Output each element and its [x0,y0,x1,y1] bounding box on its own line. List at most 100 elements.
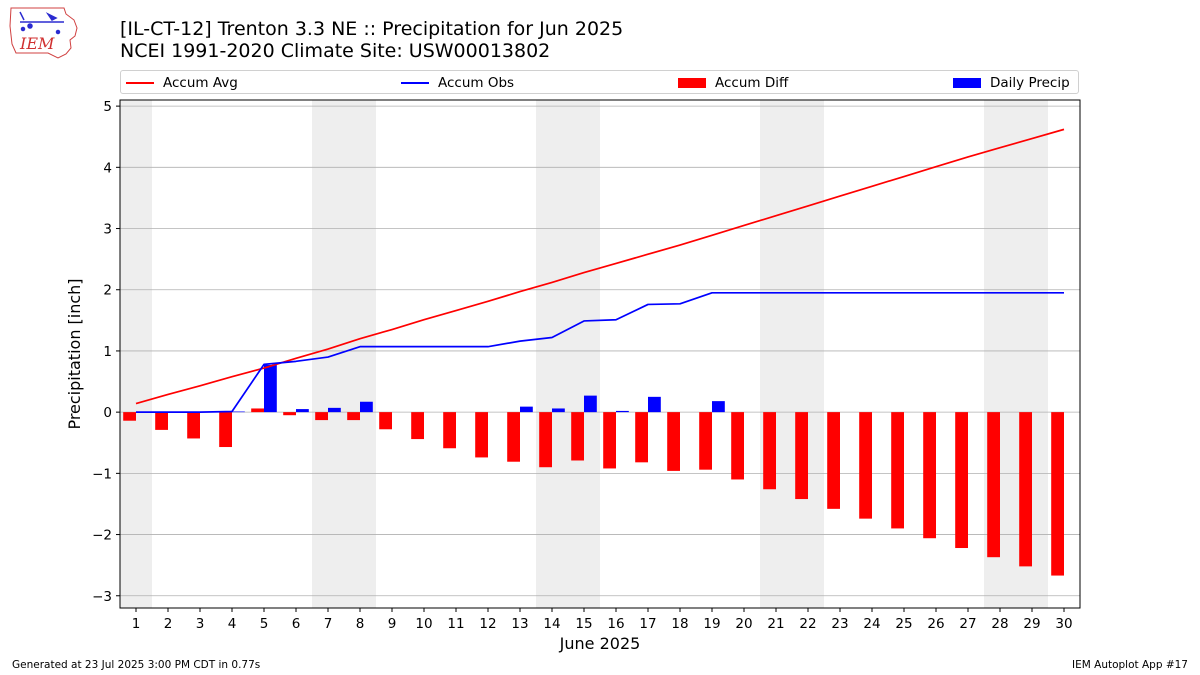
daily-precip-bar [712,401,725,413]
x-tick-label: 5 [260,616,269,632]
daily-precip-bar [232,411,245,413]
x-tick-label: 20 [735,616,752,632]
x-tick-label: 4 [228,616,237,632]
x-tick-label: 28 [991,616,1008,632]
chart-subtitle: NCEI 1991-2020 Climate Site: USW00013802 [120,40,551,62]
legend-item-accum-diff: Accum Diff [678,71,788,95]
y-axis-label: Precipitation [inch] [65,278,84,429]
legend-item-accum-avg: Accum Avg [126,71,238,95]
x-tick-label: 22 [799,616,816,632]
accum-diff-bar [251,408,264,413]
accum-diff-bar [987,412,1000,558]
accum-diff-bar [603,412,616,469]
daily-precip-bar [552,408,565,413]
accum-diff-bar [315,412,328,421]
daily-precip-bar [328,407,341,413]
accum-diff-bar [923,412,936,539]
footer-app: IEM Autoplot App #17 [1072,659,1188,671]
daily-precip-bar [616,410,629,413]
legend-swatch-daily-precip [953,78,981,88]
iem-logo: IEM [9,7,78,59]
accum-obs-line [136,291,1064,413]
chart-title: [IL-CT-12] Trenton 3.3 NE :: Precipitati… [120,18,624,40]
x-tick-label: 26 [927,616,944,632]
accum-diff-bar [891,412,904,529]
legend-swatch-accum-obs [401,82,429,84]
x-tick-label: 9 [388,616,397,632]
weekend-shade [120,100,152,608]
y-tick-label: 4 [103,160,112,176]
accum-diff-bar [475,412,488,458]
x-tick-label: 14 [543,616,560,632]
x-tick-label: 29 [1023,616,1040,632]
legend-label-daily-precip: Daily Precip [990,75,1070,91]
daily-precip-bar [648,396,661,413]
plot-frame [119,99,1081,609]
accum-diff-bar [635,412,648,463]
x-axis-label: June 2025 [559,634,641,653]
accum-diff-bar [539,412,552,468]
x-tick-label: 27 [959,616,976,632]
y-tick-label: −1 [92,466,112,482]
y-tick-label: 1 [103,344,112,360]
x-tick-label: 8 [356,616,365,632]
y-tick-label: 2 [103,283,112,299]
y-tick-label: −2 [92,528,112,544]
x-tick-label: 19 [703,616,720,632]
accum-diff-bar [571,412,584,461]
y-tick-label: 5 [103,99,112,115]
x-tick-label: 10 [415,616,432,632]
daily-precip-bar [296,409,309,413]
weekend-shade [536,100,600,608]
accum-diff-bar [699,412,712,470]
weekend-shade [760,100,824,608]
logo-text: IEM [19,34,55,53]
legend-swatch-accum-avg [126,82,154,84]
x-tick-label: 17 [639,616,656,632]
x-tick-label: 18 [671,616,688,632]
x-tick-label: 21 [767,616,784,632]
x-tick-label: 30 [1055,616,1072,632]
x-tick-label: 23 [831,616,848,632]
accum-diff-bar [283,412,296,416]
accum-diff-bar [507,412,520,462]
x-tick-label: 1 [132,616,141,632]
accum-diff-bar [1051,412,1064,576]
x-tick-label: 15 [575,616,592,632]
accum-diff-bar [763,412,776,490]
accum-diff-bar [379,412,392,430]
accum-avg-line [135,128,1065,405]
accum-diff-bar [795,412,808,500]
footer-generated: Generated at 23 Jul 2025 3:00 PM CDT in … [12,659,261,671]
y-tick-label: 3 [103,222,112,238]
daily-precip-bar [520,406,533,413]
accum-diff-bar [859,412,872,519]
accum-diff-bar [219,412,232,448]
accum-diff-bar [347,412,360,421]
accum-diff-bar [443,412,456,449]
accum-diff-bar [155,412,168,430]
x-tick-label: 2 [164,616,173,632]
x-tick-label: 7 [324,616,333,632]
accum-diff-bar [955,412,968,549]
daily-precip-bar [584,395,597,413]
accum-diff-bar [411,412,424,440]
accum-diff-bar [187,412,200,439]
weekend-shade [312,100,376,608]
accum-diff-bar [123,412,136,421]
daily-precip-bar [264,365,277,413]
x-tick-label: 12 [479,616,496,632]
x-tick-label: 6 [292,616,301,632]
accum-diff-bar [827,412,840,509]
legend-item-accum-obs: Accum Obs [401,71,514,95]
x-tick-label: 25 [895,616,912,632]
legend-swatch-accum-diff [678,78,706,88]
legend-item-daily-precip: Daily Precip [953,71,1070,95]
y-tick-label: 0 [103,405,112,421]
legend-label-accum-diff: Accum Diff [715,75,789,91]
legend-label-accum-obs: Accum Obs [438,75,515,91]
accum-diff-bar [731,412,744,480]
x-tick-label: 24 [863,616,880,632]
legend: Accum Avg Accum Obs Accum Diff Daily Pre… [120,70,1079,94]
